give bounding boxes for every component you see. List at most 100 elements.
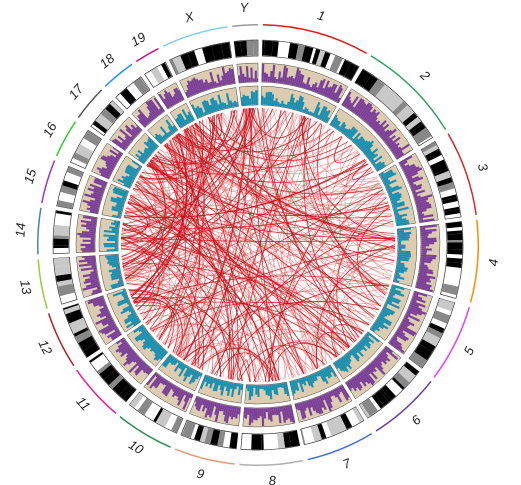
teal-bar [382,178,389,183]
teal-bar [265,385,268,395]
purple-bar [416,281,432,288]
teal-bar [159,351,168,360]
cytoband [217,430,226,447]
cytoband [387,95,404,112]
purple-bar [421,250,428,253]
purple-bar [117,340,127,349]
purple-bar [86,227,96,231]
link [159,148,364,333]
teal-bar [117,211,122,215]
teal-bar [159,126,170,138]
teal-bar [135,331,149,342]
purple-bar [128,359,143,373]
purple-bar [309,399,316,412]
teal-bar [125,190,129,192]
teal-bar [158,133,165,142]
link [237,359,250,382]
purple-bar [100,173,110,179]
purple-bar [336,97,341,103]
teal-bar [127,164,139,173]
purple-bar [82,239,95,242]
teal-bar [261,385,264,389]
link [218,113,394,222]
teal-bar [267,384,271,396]
purple-bar [204,401,212,418]
purple-bar [401,164,406,168]
purple-bar [135,124,142,131]
teal-bar [178,364,187,377]
teal-bar [388,295,401,303]
purple-bar [410,302,420,308]
purple-bar [259,408,262,417]
purple-bar [233,406,237,418]
teal-bar [269,384,273,400]
teal-bar [359,340,366,347]
purple-bar [89,183,105,191]
teal-bar [296,379,300,383]
teal-bar [319,106,328,120]
cytoband [187,50,199,68]
teal-bar [201,101,209,115]
link [139,175,181,342]
teal-bar [397,230,405,233]
link [333,136,361,164]
teal-bar [380,311,388,317]
teal-bar [352,132,361,143]
teal-bar [137,158,145,164]
link [194,123,293,378]
purple-bar [321,80,330,96]
link [127,201,394,229]
teal-bar [115,233,119,236]
teal-bar [391,201,398,205]
teal-bar [326,117,331,123]
teal-bar [395,273,401,277]
cytoband [355,69,372,88]
cytoband [75,144,94,160]
purple-bar [421,254,437,258]
link [122,108,251,267]
purple-bar [418,272,427,276]
link [128,289,175,349]
cytoband [150,67,165,84]
cytoband [447,240,463,243]
purple-bar [87,187,104,195]
link [140,110,283,317]
teal-bar [361,140,375,152]
cytoband [326,418,342,436]
teal-bar [299,101,305,112]
teal-bar [302,377,307,386]
purple-bar [390,142,400,151]
purple-bar [124,138,131,145]
teal-bar [106,238,118,242]
link [337,168,372,335]
purple-bar [255,408,258,421]
purple-bar [245,66,249,82]
teal-bar [167,131,171,137]
purple-bar [312,82,318,92]
teal-bar [314,107,321,118]
cytoband [436,177,453,187]
teal-bar [255,90,258,105]
link [195,112,223,140]
link [323,249,395,364]
link [129,196,388,290]
teal-bar [211,97,218,112]
purple-bar [163,89,175,106]
link [129,163,369,292]
cytoband [234,41,242,57]
purple-bar [83,278,99,284]
teal-bar [212,378,217,384]
teal-bar [185,365,189,369]
chromosome-color-arc-18 [104,63,133,87]
purple-bar [92,298,105,305]
cytoband [271,41,279,57]
link [216,115,305,376]
purple-bar [116,337,125,345]
link [172,110,286,353]
link [347,240,396,339]
purple-bar [220,80,224,86]
purple-bar [421,252,427,255]
link [283,319,371,380]
teal-bar [356,343,364,351]
cytoband [169,59,179,75]
